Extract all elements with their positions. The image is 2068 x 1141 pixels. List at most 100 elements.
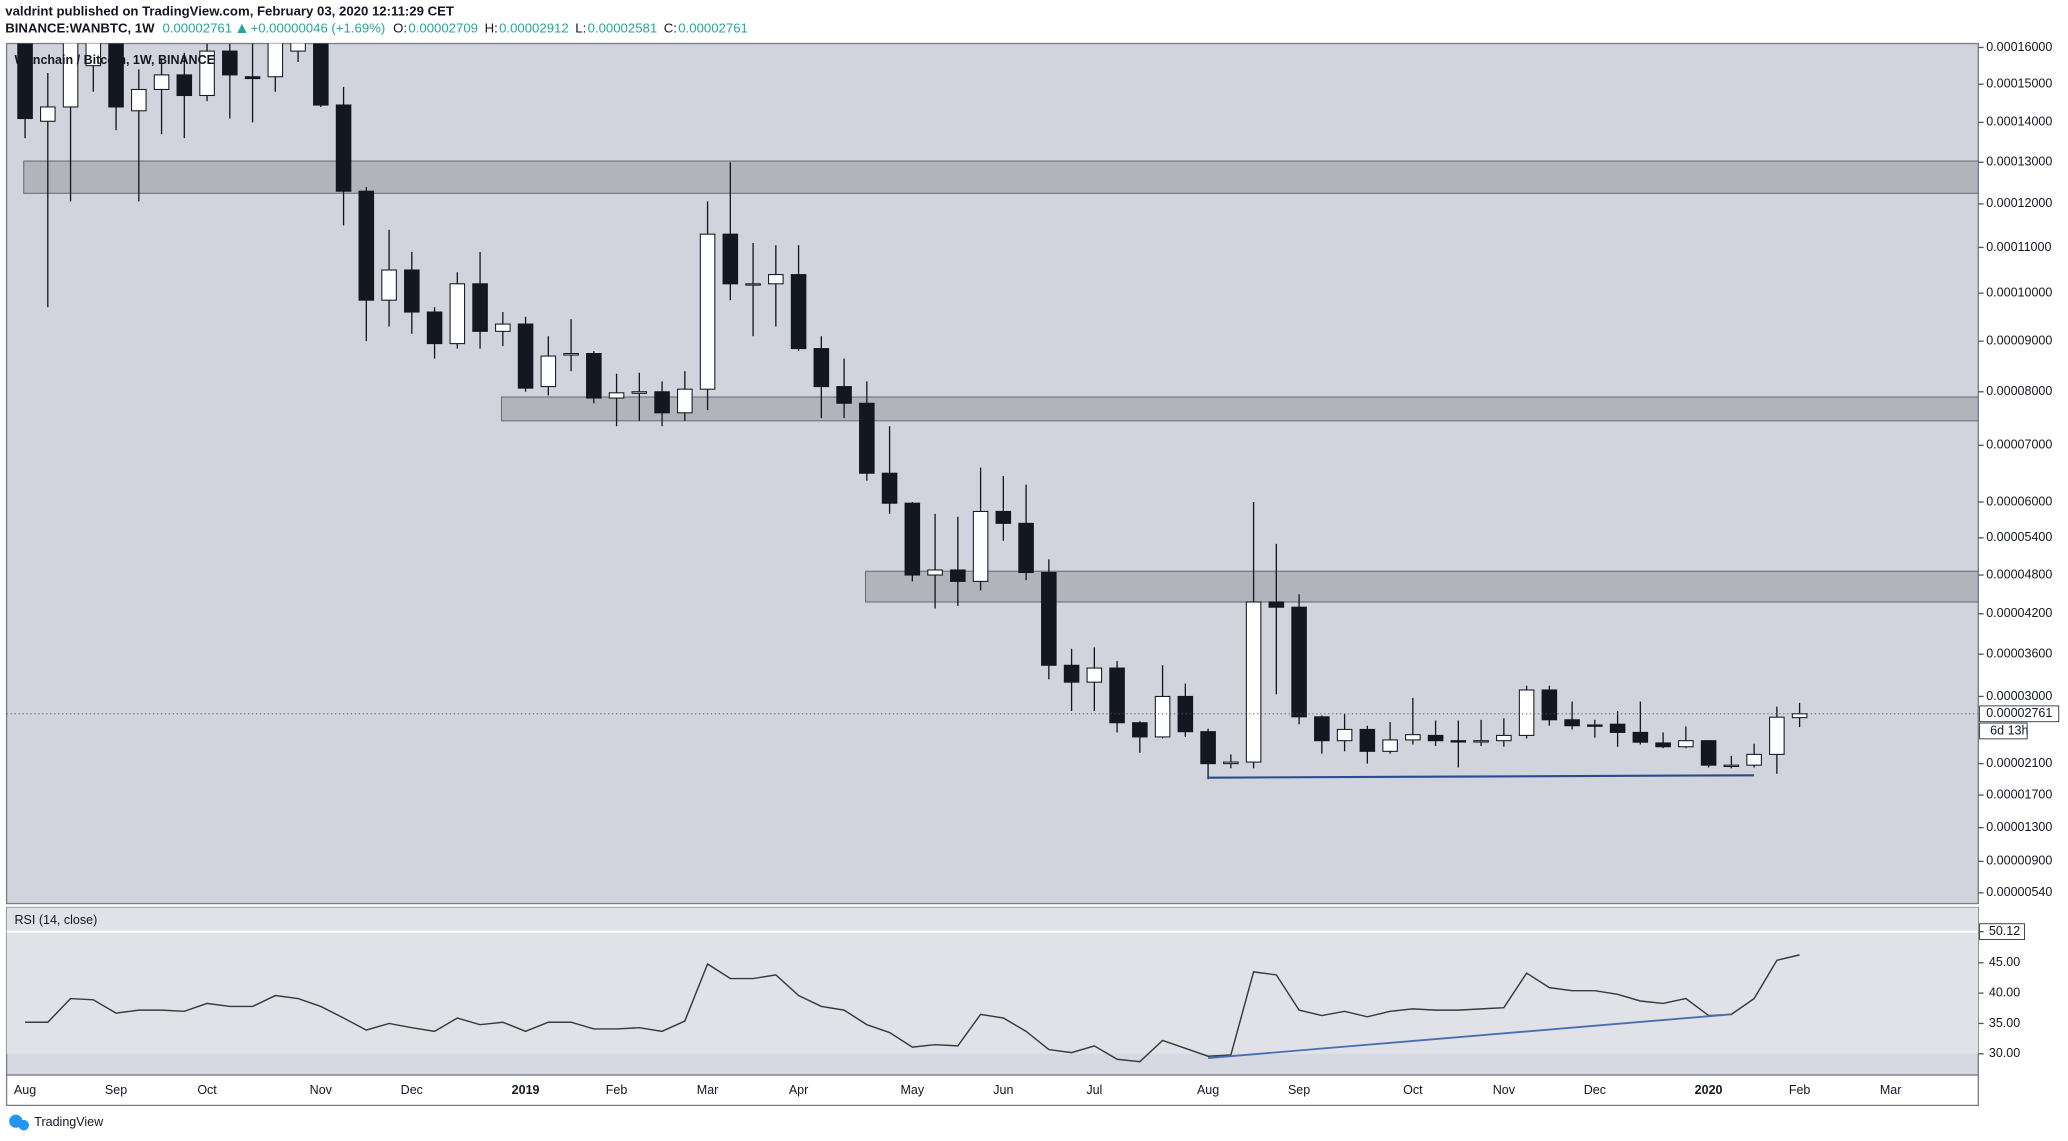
y-tick-label: 0.00006000 bbox=[1986, 494, 2052, 508]
tv-logo bbox=[9, 1114, 30, 1131]
candle-body bbox=[745, 283, 761, 286]
candle-body bbox=[836, 386, 852, 404]
candle-body bbox=[62, 43, 79, 108]
author: valdrint published on TradingView.com, F… bbox=[5, 3, 454, 18]
candle-body bbox=[40, 106, 56, 122]
candle-body bbox=[313, 43, 329, 106]
candle-body bbox=[1655, 742, 1671, 748]
candle-body bbox=[426, 311, 443, 345]
rsi-tick-label: 30.00 bbox=[1989, 1046, 2020, 1060]
candle-body bbox=[972, 510, 989, 582]
candle-body bbox=[608, 392, 625, 399]
y-tick-label: 0.00009000 bbox=[1986, 333, 2052, 347]
rsi-tick-label: 40.00 bbox=[1989, 985, 2020, 999]
o-value: 0.00002709 bbox=[408, 21, 478, 36]
candle-body bbox=[1700, 740, 1717, 766]
candle-body bbox=[244, 76, 261, 80]
candle-body bbox=[1268, 601, 1285, 608]
candle-body bbox=[1518, 689, 1535, 736]
y-tick-label: 0.00015000 bbox=[1986, 77, 2052, 91]
time-axis bbox=[5, 1074, 1979, 1107]
x-tick-label: 2020 bbox=[1695, 1083, 1723, 1097]
candle-body bbox=[153, 74, 170, 90]
candle-body bbox=[1086, 667, 1103, 683]
candle-body bbox=[1200, 731, 1216, 765]
rsi-line bbox=[25, 954, 1800, 1063]
rsi-plot bbox=[6, 907, 1979, 1063]
rsi-label: RSI (14, close) bbox=[15, 913, 98, 927]
x-tick-label: Apr bbox=[789, 1083, 808, 1097]
x-tick-label: Oct bbox=[197, 1083, 217, 1097]
x-tick-label: Mar bbox=[697, 1083, 719, 1097]
y-tick-label: 0.00013000 bbox=[1986, 155, 2052, 169]
candle-body bbox=[677, 388, 693, 414]
rsi-tick-label: 50.12 bbox=[1989, 924, 2020, 938]
y-tick-label: 0.00004800 bbox=[1986, 567, 2052, 581]
c-value: 0.00002761 bbox=[678, 21, 748, 36]
candle-body bbox=[1678, 740, 1694, 748]
candle-body bbox=[1405, 734, 1421, 741]
candle-body bbox=[1223, 761, 1239, 765]
candle-body bbox=[1791, 713, 1808, 719]
x-tick-label: Dec bbox=[1584, 1083, 1606, 1097]
candle-body bbox=[813, 348, 830, 388]
price-plot bbox=[6, 43, 1979, 780]
candle-body bbox=[1382, 739, 1398, 752]
candle-body bbox=[790, 274, 807, 350]
candle-body bbox=[1109, 667, 1125, 724]
candle-body bbox=[495, 323, 511, 332]
candle-body bbox=[1291, 606, 1307, 718]
candle-body bbox=[176, 74, 193, 97]
y-tick-label: 0.00007000 bbox=[1986, 438, 2052, 452]
candle-body bbox=[631, 391, 648, 394]
candle-body bbox=[699, 233, 716, 390]
x-tick-label: 2019 bbox=[512, 1083, 540, 1097]
candle-body bbox=[267, 43, 284, 78]
candle-body bbox=[335, 104, 352, 192]
candle-body bbox=[1564, 719, 1580, 727]
y-tick-label: 0.00011000 bbox=[1986, 240, 2051, 254]
candle-body bbox=[1496, 734, 1512, 742]
candle-body bbox=[1245, 601, 1262, 763]
candle-body bbox=[1132, 722, 1148, 738]
last-price-box bbox=[1979, 705, 2060, 723]
candle-body bbox=[131, 88, 147, 112]
rsi-tick-label: 45.00 bbox=[1989, 955, 2020, 969]
x-tick-label: Aug bbox=[1197, 1083, 1219, 1097]
zone bbox=[864, 570, 1979, 603]
legend: Wanchain / Bitcoin, 1W, BINANCE bbox=[15, 53, 215, 67]
symbol: BINANCE:WANBTC, 1W bbox=[5, 21, 155, 36]
y-tick-label: 0.00003000 bbox=[1986, 689, 2052, 703]
candle-body bbox=[654, 391, 670, 414]
zone bbox=[23, 160, 1979, 194]
x-tick-label: Dec bbox=[401, 1083, 423, 1097]
x-tick-label: Jun bbox=[993, 1083, 1013, 1097]
candle-body bbox=[1359, 728, 1376, 752]
candle-body bbox=[472, 283, 488, 332]
y-tick-label: 0.00016000 bbox=[1986, 40, 2052, 54]
candle-body bbox=[381, 269, 397, 301]
x-tick-label: Aug bbox=[14, 1083, 36, 1097]
x-tick-label: Sep bbox=[1288, 1083, 1310, 1097]
candle-body bbox=[1587, 724, 1603, 727]
y-tick-label: 0.00000900 bbox=[1986, 854, 2052, 868]
l-value: 0.00002581 bbox=[588, 21, 658, 36]
candle-body bbox=[1427, 734, 1444, 742]
x-tick-label: Feb bbox=[606, 1083, 628, 1097]
candle-body bbox=[290, 43, 306, 52]
candle-body bbox=[950, 569, 966, 582]
h-value: 0.00002912 bbox=[499, 21, 569, 36]
h-label: H: bbox=[485, 21, 498, 36]
candle-body bbox=[17, 43, 33, 120]
rsi-band bbox=[6, 907, 1979, 1054]
candle-body bbox=[1632, 731, 1649, 743]
y-tick-label: 0.00010000 bbox=[1986, 285, 2052, 299]
candle-body bbox=[1473, 740, 1489, 743]
candle-body bbox=[85, 43, 102, 67]
zone bbox=[500, 396, 1979, 422]
candle-body bbox=[563, 353, 579, 356]
candle-body bbox=[1746, 753, 1762, 766]
candle-body bbox=[1541, 689, 1558, 721]
